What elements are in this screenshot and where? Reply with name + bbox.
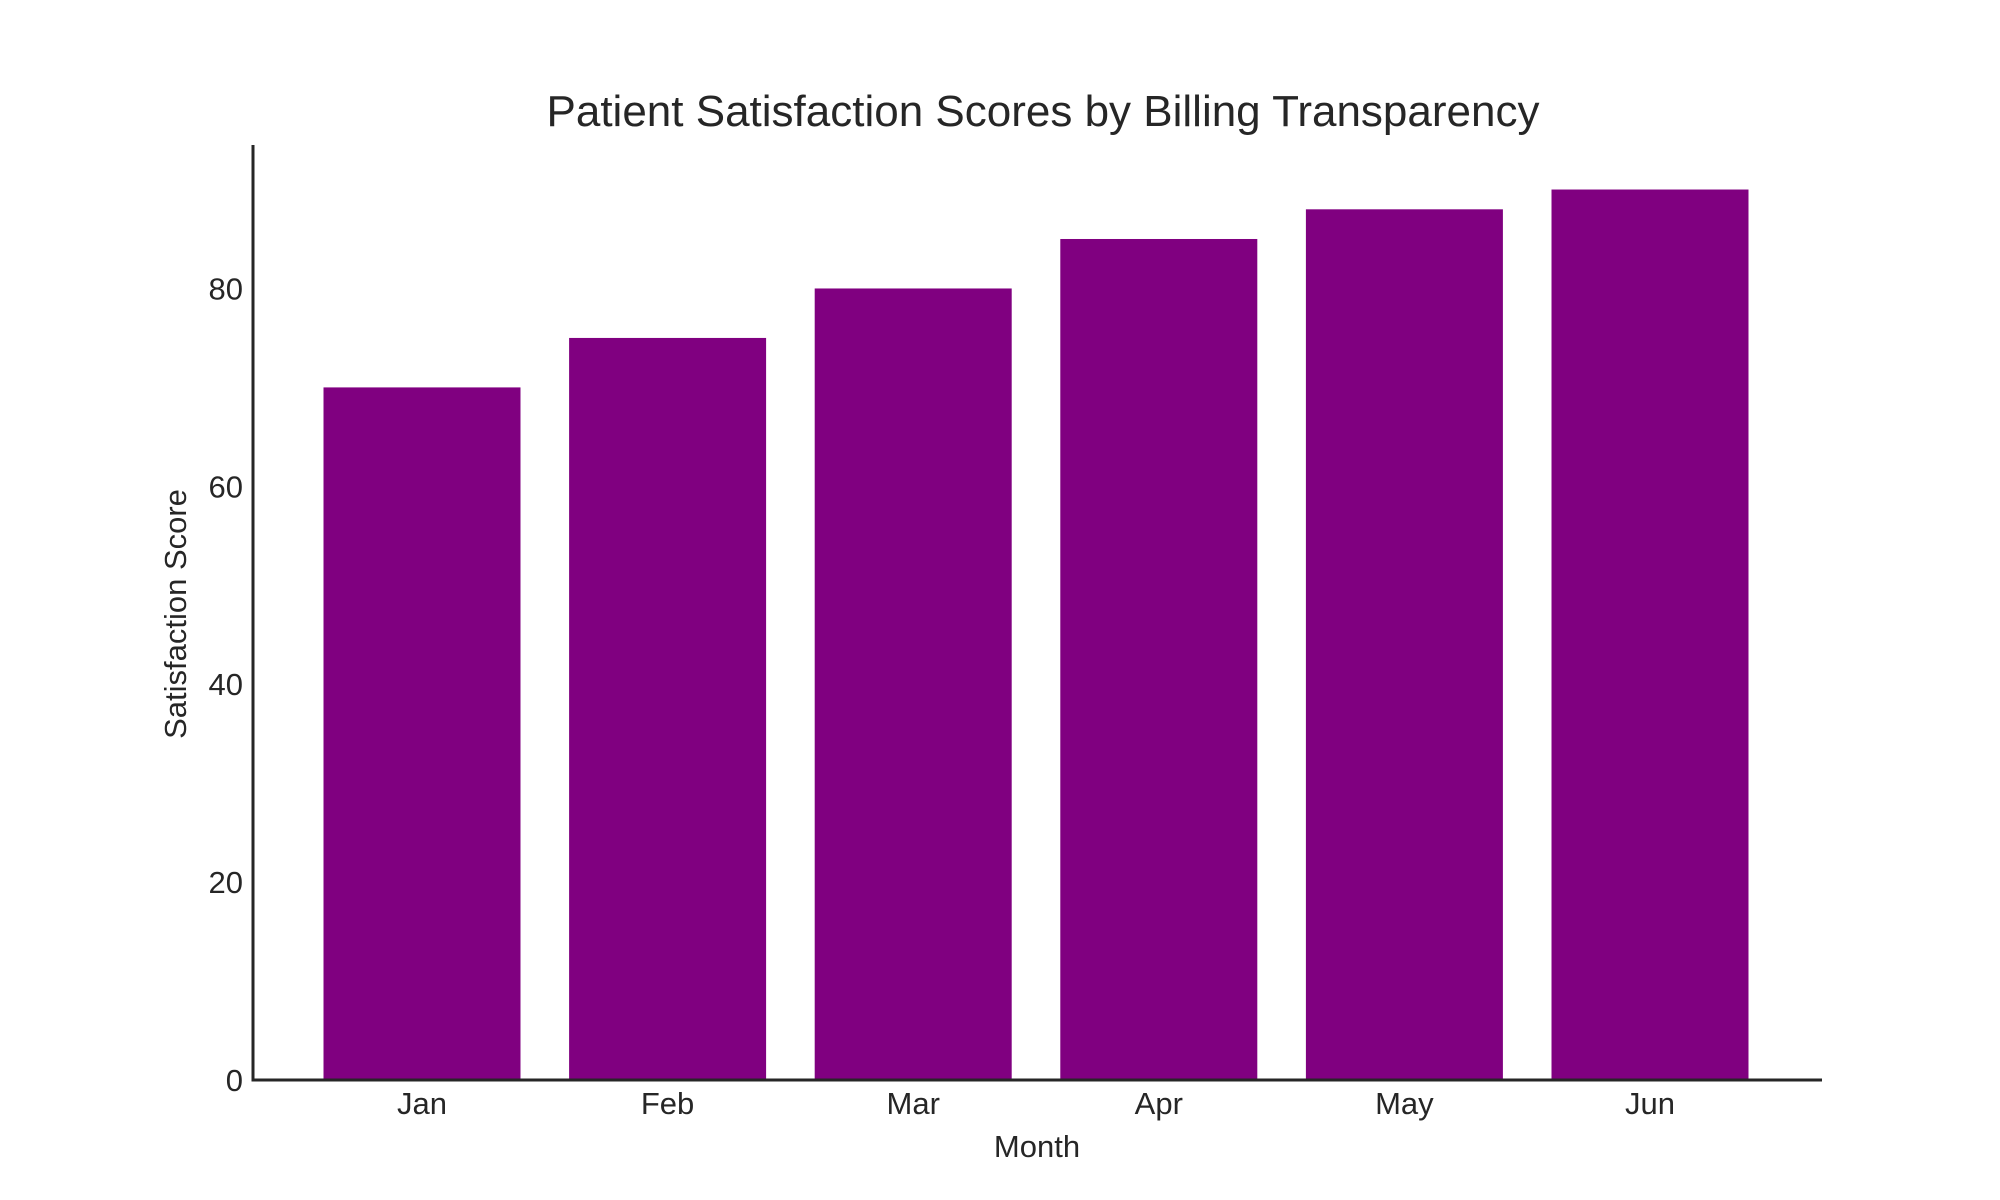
bar-may <box>1305 209 1503 1080</box>
y-tick-label-40: 40 <box>209 667 243 702</box>
y-tick-label-0: 0 <box>226 1063 243 1098</box>
x-tick-label-apr: Apr <box>1135 1086 1183 1121</box>
bar-jun <box>1551 189 1749 1080</box>
y-tick-label-80: 80 <box>209 271 243 306</box>
x-axis-ticks: Jan Feb Mar Apr May Jun <box>397 1086 1675 1121</box>
bar-mar <box>814 288 1012 1081</box>
bars-group <box>323 189 1749 1081</box>
y-tick-label-20: 20 <box>209 865 243 900</box>
x-tick-label-jan: Jan <box>397 1086 447 1121</box>
bar-jan <box>323 387 521 1080</box>
bar-apr <box>1060 238 1258 1081</box>
x-tick-label-mar: Mar <box>887 1086 940 1121</box>
bar-feb <box>569 337 767 1080</box>
x-tick-label-feb: Feb <box>641 1086 694 1121</box>
chart-title: Patient Satisfaction Scores by Billing T… <box>547 87 1540 136</box>
y-tick-label-60: 60 <box>209 469 243 504</box>
x-tick-label-jun: Jun <box>1625 1086 1675 1121</box>
x-axis-label: Month <box>994 1129 1080 1164</box>
x-tick-label-may: May <box>1375 1086 1434 1121</box>
y-axis-label: Satisfaction Score <box>158 489 193 739</box>
y-axis-ticks: 0 20 40 60 80 <box>209 271 243 1098</box>
